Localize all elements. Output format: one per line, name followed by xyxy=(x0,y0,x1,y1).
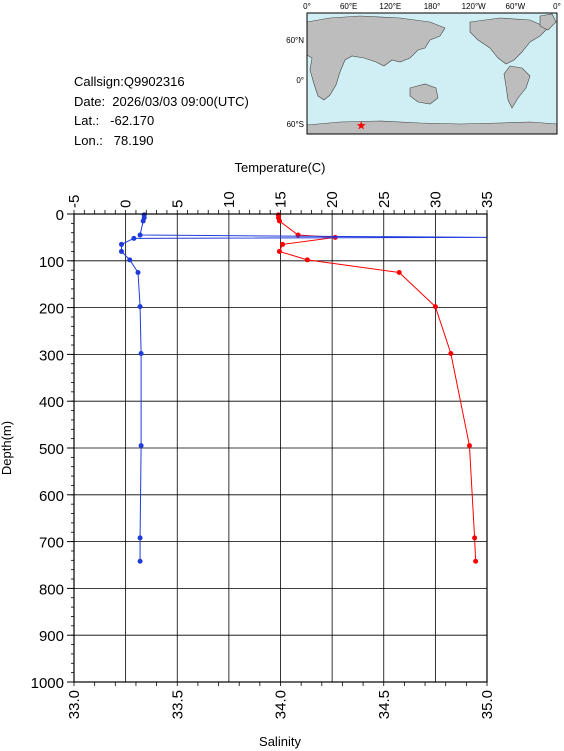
map-longitude-label: 120°W xyxy=(462,2,487,11)
salinity-data-point xyxy=(127,257,133,263)
temperature-data-point xyxy=(295,232,301,238)
salinity-data-point xyxy=(118,241,124,247)
temperature-tick-label: 0 xyxy=(118,200,135,208)
map-latitude-label: 60°S xyxy=(287,120,304,129)
salinity-data-point xyxy=(135,270,141,275)
latitude-text: Lat.: -62.170 xyxy=(74,113,155,128)
map-latitude-labels: 60°N 0° 60°S xyxy=(286,36,304,129)
chart-grid xyxy=(73,213,488,683)
temperature-profile-line xyxy=(277,214,477,562)
depth-tick-label: 0 xyxy=(56,207,64,224)
salinity-tick-labels: 33.0 33.5 34.0 34.5 35.0 xyxy=(66,690,496,719)
salinity-tick-label: 34.0 xyxy=(273,690,290,719)
salinity-data-point xyxy=(137,558,143,564)
temperature-data-point xyxy=(276,218,282,224)
temperature-tick-label: 5 xyxy=(169,200,186,208)
temperature-data-point xyxy=(473,558,479,564)
temperature-tick-labels: -5 0 5 10 15 20 25 30 35 xyxy=(66,191,496,208)
salinity-profile-line xyxy=(120,214,488,562)
salinity-tick-label: 34.5 xyxy=(376,690,393,719)
map-land xyxy=(306,13,558,135)
salinity-tick-label: 33.5 xyxy=(169,690,186,719)
map-longitude-label: 0° xyxy=(553,2,561,11)
salinity-data-point xyxy=(137,535,143,541)
temperature-tick-label: 15 xyxy=(273,191,290,208)
temperature-data-point xyxy=(396,270,402,275)
date-text: Date: 2026/03/03 09:00(UTC) xyxy=(74,93,249,109)
depth-tick-label: 400 xyxy=(39,394,64,411)
map-latitude-label: 0° xyxy=(296,76,304,85)
map-longitude-label: 120°E xyxy=(379,2,401,11)
temperature-tick-label: 30 xyxy=(427,191,444,208)
temperature-data-point xyxy=(466,443,472,449)
salinity-data-point xyxy=(138,350,144,356)
temperature-tick-label: 20 xyxy=(324,191,341,208)
map-longitude-label: 0° xyxy=(303,2,311,11)
float-location-marker: ★ xyxy=(356,119,367,133)
depth-tick-label: 100 xyxy=(39,254,64,271)
salinity-data-point xyxy=(137,304,143,310)
temperature-tick-label: 10 xyxy=(221,191,238,208)
map-longitude-label: 180° xyxy=(424,2,441,11)
depth-tick-label: 600 xyxy=(39,488,64,505)
float-info: Callsign:Q9902316 Date: 2026/03/03 09:00… xyxy=(74,72,249,150)
map-latitude-label: 60°N xyxy=(286,36,304,45)
temperature-tick-label: -5 xyxy=(66,195,83,208)
salinity-data-point xyxy=(118,248,124,254)
depth-tick-label: 300 xyxy=(39,347,64,364)
temperature-data-point xyxy=(448,350,454,356)
temperature-tick-label: 35 xyxy=(479,191,496,208)
map-frame xyxy=(306,12,558,135)
salinity-tick-label: 33.0 xyxy=(66,690,83,719)
temperature-data-point xyxy=(432,304,438,310)
depth-tick-labels: 0 100 200 300 400 500 600 700 800 900 1000 xyxy=(31,207,64,692)
depth-tick-label: 200 xyxy=(39,301,64,318)
depth-tick-label: 700 xyxy=(39,535,64,552)
callsign-text: Callsign:Q9902316 xyxy=(74,74,185,89)
chart-series xyxy=(118,212,488,564)
salinity-data-point xyxy=(137,232,143,238)
map-longitude-labels: 0° 60°E 120°E 180° 120°W 60°W 0° xyxy=(303,2,561,11)
depth-tick-label: 500 xyxy=(39,441,64,458)
plot-frame xyxy=(73,213,488,683)
temperature-data-point xyxy=(472,535,478,541)
depth-tick-label: 1000 xyxy=(31,675,64,692)
temperature-tick-label: 25 xyxy=(376,191,393,208)
salinity-data-point xyxy=(140,218,146,224)
salinity-axis-title: Salinity xyxy=(259,734,301,749)
salinity-data-point xyxy=(138,443,144,449)
temperature-data-point xyxy=(304,257,310,263)
longitude-text: Lon.: 78.190 xyxy=(74,132,154,148)
temperature-axis-title: Temperature(C) xyxy=(234,160,325,175)
map-longitude-label: 60°W xyxy=(506,2,526,11)
depth-tick-label: 800 xyxy=(39,581,64,598)
temperature-data-point xyxy=(276,248,282,254)
salinity-data-point xyxy=(131,235,137,241)
temperature-data-point xyxy=(280,241,286,247)
depth-tick-label: 900 xyxy=(39,628,64,645)
depth-axis-title: Depth(m) xyxy=(0,421,14,475)
salinity-tick-label: 35.0 xyxy=(479,690,496,719)
map-longitude-label: 60°E xyxy=(340,2,357,11)
